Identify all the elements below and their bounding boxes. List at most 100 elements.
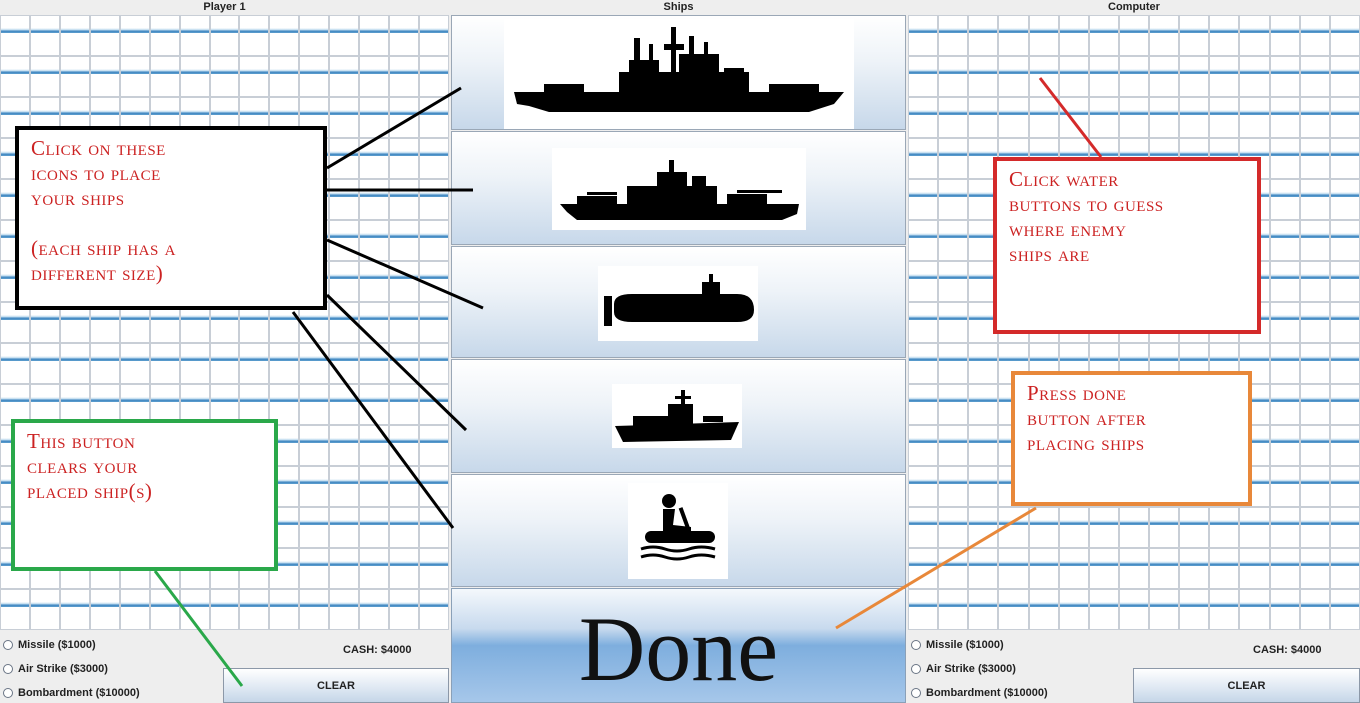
water-button[interactable] [0,15,30,56]
water-button[interactable] [908,97,939,138]
player-clear-button[interactable]: CLEAR [223,668,449,703]
water-button[interactable] [968,15,999,56]
player-air-strike-option[interactable]: Air Strike ($3000) [0,659,108,679]
battleship-button[interactable] [451,131,906,245]
water-button[interactable] [329,220,360,261]
water-button[interactable] [239,15,270,56]
water-button[interactable] [1239,507,1270,548]
computer-bombardment-option[interactable]: Bombardment ($10000) [908,683,1048,703]
water-button[interactable] [209,589,240,630]
water-button[interactable] [1269,179,1300,220]
water-button[interactable] [359,548,390,589]
water-button[interactable] [179,343,210,384]
water-button[interactable] [389,548,420,589]
water-button[interactable] [1329,302,1360,343]
water-button[interactable] [1239,56,1270,97]
water-button[interactable] [1118,507,1150,548]
water-button[interactable] [1299,97,1330,138]
water-button[interactable] [1058,507,1089,548]
water-button[interactable] [269,589,300,630]
water-button[interactable] [239,384,270,425]
water-button[interactable] [968,507,999,548]
water-button[interactable] [1299,343,1330,384]
water-button[interactable] [269,56,300,97]
water-button[interactable] [1299,589,1330,630]
submarine-button[interactable] [451,246,906,358]
water-button[interactable] [1299,220,1330,261]
water-button[interactable] [389,179,420,220]
water-button[interactable] [1179,56,1210,97]
water-button[interactable] [59,384,90,425]
water-button[interactable] [239,589,270,630]
water-button[interactable] [908,302,939,343]
water-button[interactable] [29,384,60,425]
water-button[interactable] [1269,56,1300,97]
water-button[interactable] [59,343,90,384]
water-button[interactable] [419,261,449,302]
water-button[interactable] [1058,97,1089,138]
water-button[interactable] [1299,466,1330,507]
water-button[interactable] [1269,261,1300,302]
water-button[interactable] [1149,589,1180,630]
water-button[interactable] [1028,507,1059,548]
water-button[interactable] [1209,548,1240,589]
water-button[interactable] [908,15,939,56]
water-button[interactable] [1299,179,1330,220]
patrol-boat-button[interactable] [451,359,906,473]
water-button[interactable] [998,507,1029,548]
water-button[interactable] [1269,425,1300,466]
water-button[interactable] [29,589,60,630]
water-button[interactable] [1088,507,1119,548]
water-button[interactable] [149,343,180,384]
water-button[interactable] [908,179,939,220]
water-button[interactable] [938,466,969,507]
water-button[interactable] [89,56,120,97]
water-button[interactable] [149,56,180,97]
water-button[interactable] [329,548,360,589]
water-button[interactable] [89,343,120,384]
water-button[interactable] [1329,138,1360,179]
radio-icon[interactable] [3,664,13,674]
water-button[interactable] [1179,97,1210,138]
water-button[interactable] [209,343,240,384]
water-button[interactable] [1299,548,1330,589]
water-button[interactable] [359,97,390,138]
water-button[interactable] [938,138,969,179]
water-button[interactable] [419,220,449,261]
water-button[interactable] [119,15,150,56]
water-button[interactable] [968,97,999,138]
water-button[interactable] [1088,548,1119,589]
water-button[interactable] [908,466,939,507]
water-button[interactable] [419,548,449,589]
water-button[interactable] [1299,56,1330,97]
water-button[interactable] [239,56,270,97]
water-button[interactable] [1028,548,1059,589]
water-button[interactable] [89,384,120,425]
water-button[interactable] [1028,589,1059,630]
water-button[interactable] [359,343,390,384]
water-button[interactable] [359,384,390,425]
water-button[interactable] [389,343,420,384]
water-button[interactable] [938,56,969,97]
water-button[interactable] [419,425,449,466]
radio-icon[interactable] [911,688,921,698]
water-button[interactable] [968,425,999,466]
water-button[interactable] [938,15,969,56]
water-button[interactable] [359,56,390,97]
water-button[interactable] [998,56,1029,97]
water-button[interactable] [938,97,969,138]
water-button[interactable] [1329,15,1360,56]
water-button[interactable] [149,15,180,56]
water-button[interactable] [59,589,90,630]
water-button[interactable] [1088,56,1119,97]
water-button[interactable] [938,343,969,384]
water-button[interactable] [1149,507,1180,548]
water-button[interactable] [998,548,1029,589]
water-button[interactable] [389,138,420,179]
water-button[interactable] [1329,97,1360,138]
water-button[interactable] [119,384,150,425]
water-button[interactable] [389,384,420,425]
water-button[interactable] [1028,56,1059,97]
water-button[interactable] [179,384,210,425]
water-button[interactable] [209,15,240,56]
